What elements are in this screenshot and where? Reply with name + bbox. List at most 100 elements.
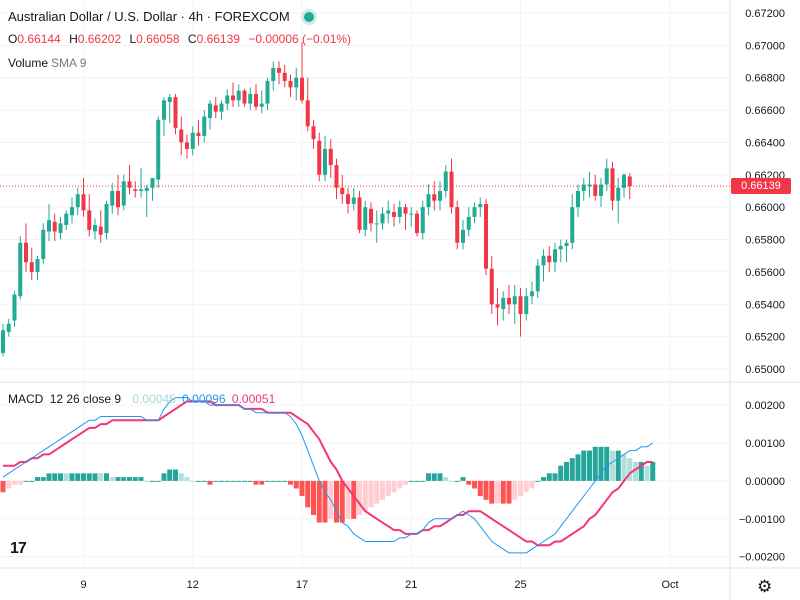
candle-body bbox=[397, 207, 402, 217]
macd-histogram-bar bbox=[201, 480, 207, 482]
macd-histogram-bar bbox=[52, 473, 58, 481]
candle-body bbox=[104, 203, 109, 234]
macd-tick-label: 0.00100 bbox=[745, 438, 785, 450]
macd-histogram-bar bbox=[40, 477, 46, 481]
macd-histogram-bar bbox=[564, 461, 569, 481]
tradingview-logo[interactable]: 17 bbox=[10, 540, 27, 557]
candle-body bbox=[87, 210, 92, 230]
macd-histogram-bar bbox=[265, 480, 270, 482]
candle-body bbox=[512, 296, 517, 305]
macd-histogram-bar bbox=[592, 446, 598, 481]
candle-body bbox=[179, 129, 184, 143]
gear-icon[interactable]: ⚙ bbox=[757, 577, 773, 596]
price-tick-label: 0.67000 bbox=[745, 40, 785, 52]
volume-legend[interactable]: Volume SMA 9 bbox=[8, 56, 86, 70]
candle-body bbox=[593, 184, 598, 196]
macd-histogram-bar bbox=[334, 480, 339, 523]
macd-histogram-bar bbox=[627, 458, 633, 481]
symbol-title-text: Australian Dollar / U.S. Dollar · 4h · F… bbox=[8, 9, 290, 24]
macd-histogram-bar bbox=[615, 450, 621, 481]
macd-histogram-bar bbox=[305, 480, 311, 508]
candle-body bbox=[294, 77, 299, 88]
macd-histogram-bar bbox=[81, 473, 86, 481]
macd-histogram-bar bbox=[558, 465, 564, 481]
macd-histogram-bar bbox=[236, 480, 242, 482]
macd-histogram-bar bbox=[121, 477, 127, 481]
macd-histogram-bar bbox=[98, 473, 104, 481]
macd-histogram-bar bbox=[0, 480, 6, 493]
macd-histogram-bar bbox=[270, 480, 276, 482]
macd-histogram-bar bbox=[489, 480, 495, 504]
macd-params: 12 26 close 9 bbox=[49, 392, 122, 406]
macd-histogram-bar bbox=[322, 480, 328, 523]
candle-body bbox=[420, 207, 425, 234]
price-tick-label: 0.66600 bbox=[745, 105, 785, 117]
macd-histogram-bar bbox=[23, 480, 29, 482]
macd-histogram-bar bbox=[63, 473, 69, 481]
candle-body bbox=[369, 208, 373, 224]
macd-label: MACD bbox=[8, 392, 44, 406]
macd-legend[interactable]: MACD 12 26 close 9 0.00045 0.00096 0.000… bbox=[8, 392, 275, 406]
macd-histogram-bar bbox=[190, 480, 196, 482]
macd-histogram-bar bbox=[380, 480, 385, 500]
candle-body bbox=[438, 191, 442, 201]
candle-body bbox=[116, 191, 120, 208]
macd-histogram-bar bbox=[477, 480, 483, 497]
candle-body bbox=[455, 207, 460, 243]
macd-histogram-bar bbox=[397, 480, 403, 489]
candle-body bbox=[41, 229, 46, 259]
candle-body bbox=[254, 93, 258, 107]
volume-label: Volume bbox=[8, 56, 49, 70]
candle-body bbox=[265, 80, 270, 104]
macd-histogram-bar bbox=[449, 480, 454, 482]
candle-body bbox=[12, 294, 17, 321]
macd-tick-label: −0.00100 bbox=[739, 514, 785, 526]
candle-body bbox=[219, 103, 224, 112]
macd-histogram-bar bbox=[196, 480, 201, 482]
macd-histogram-bar bbox=[443, 477, 449, 481]
macd-histogram-bar bbox=[339, 480, 345, 523]
symbol-title[interactable]: Australian Dollar / U.S. Dollar · 4h · F… bbox=[8, 9, 314, 24]
macd-histogram-bar bbox=[610, 450, 615, 481]
price-tick-label: 0.66800 bbox=[745, 73, 785, 85]
macd-histogram-bar bbox=[299, 480, 305, 497]
candle-body bbox=[507, 297, 511, 305]
macd-histogram-value: 0.00045 bbox=[132, 392, 176, 406]
macd-histogram-bar bbox=[58, 473, 63, 481]
macd-histogram-bar bbox=[408, 480, 414, 482]
macd-histogram-bar bbox=[345, 480, 351, 519]
macd-histogram-bar bbox=[316, 480, 322, 523]
macd-histogram-bar bbox=[512, 480, 518, 500]
candle-body bbox=[271, 67, 276, 81]
macd-histogram-bar bbox=[132, 477, 138, 481]
candle-body bbox=[466, 216, 471, 230]
candle-body bbox=[1, 330, 5, 353]
candle-body bbox=[334, 165, 339, 188]
macd-histogram-bar bbox=[385, 480, 391, 497]
candle-body bbox=[190, 132, 195, 149]
candle-body bbox=[29, 262, 34, 272]
candle-body bbox=[380, 213, 385, 224]
candle-body bbox=[231, 95, 235, 101]
macd-histogram-bar bbox=[35, 477, 40, 481]
macd-histogram-bar bbox=[12, 480, 17, 485]
candle-body bbox=[541, 255, 546, 266]
candle-body bbox=[443, 171, 448, 191]
candle-body bbox=[259, 103, 264, 107]
candle-body bbox=[622, 174, 626, 188]
macd-histogram-bar bbox=[552, 473, 558, 481]
ohlc-legend: O0.66144 H0.66202 L0.66058 C0.66139 −0.0… bbox=[8, 32, 351, 46]
macd-signal-line bbox=[3, 400, 653, 547]
macd-histogram-bar bbox=[368, 480, 374, 508]
macd-histogram-bar bbox=[69, 473, 75, 481]
time-tick-label: 12 bbox=[187, 579, 199, 591]
candle-body bbox=[478, 203, 483, 208]
price-tick-label: 0.66400 bbox=[745, 137, 785, 149]
candle-body bbox=[58, 223, 63, 234]
high-key: H bbox=[69, 32, 78, 46]
macd-histogram-bar bbox=[518, 480, 523, 497]
candle-body bbox=[70, 207, 74, 216]
candle-body bbox=[547, 255, 552, 263]
macd-histogram-bar bbox=[644, 465, 650, 481]
